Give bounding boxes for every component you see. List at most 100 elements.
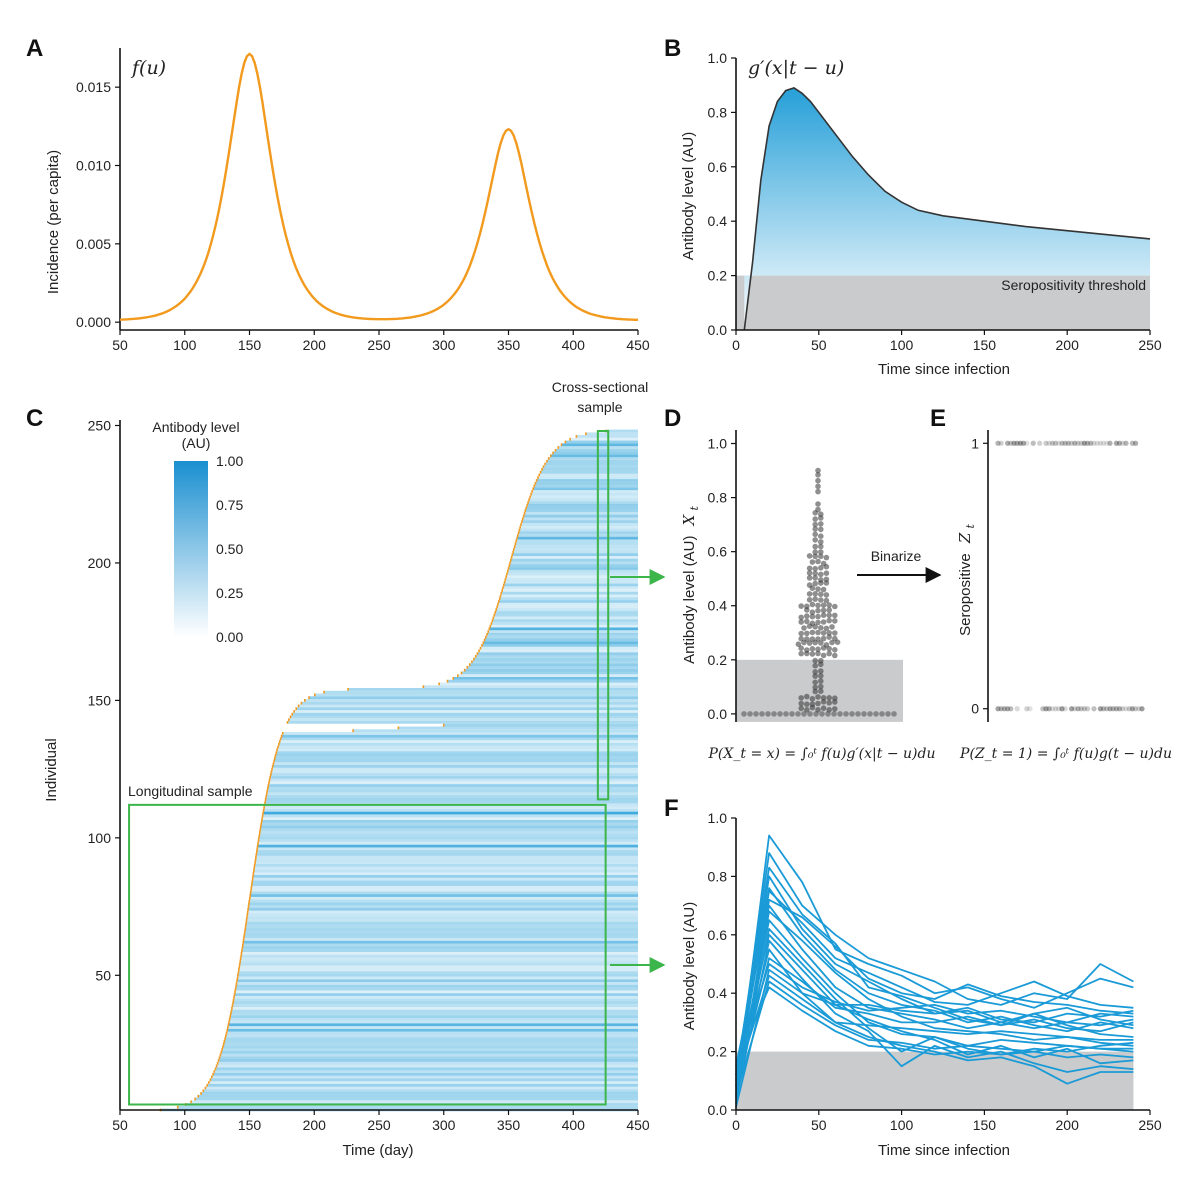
antibody-dot — [806, 597, 813, 603]
onset-mark — [474, 655, 477, 658]
heatmap-row — [314, 693, 638, 697]
heatmap-row — [267, 789, 638, 793]
onset-mark — [236, 976, 239, 980]
panel-letter-f: F — [664, 795, 679, 822]
seropositivity-dot — [1011, 440, 1017, 446]
antibody-dot — [815, 506, 821, 513]
onset-mark — [452, 677, 455, 680]
heatmap-row — [535, 481, 638, 485]
seropositivity-dot — [1062, 706, 1068, 712]
seropositivity-dot — [1097, 706, 1103, 712]
heatmap-row — [494, 613, 638, 617]
x-tick-label: 100 — [890, 1117, 914, 1133]
onset-mark — [242, 938, 245, 941]
antibody-dot — [823, 597, 830, 604]
onset-mark — [259, 825, 262, 829]
antibody-dot — [815, 707, 821, 713]
antibody-dot — [873, 711, 879, 717]
colorbar-tick-label: 0.75 — [216, 497, 243, 513]
heatmap-row — [517, 534, 638, 537]
seropositivity-dot — [1081, 706, 1087, 712]
heatmap-row — [270, 776, 638, 779]
onset-mark — [442, 723, 445, 727]
heatmap-row — [540, 470, 638, 474]
x-tick-label: 250 — [1138, 337, 1162, 353]
seropositivity-dot — [998, 440, 1004, 446]
heatmap-row — [504, 580, 638, 584]
panel-f-x-axis-label: Time since infection — [878, 1142, 1010, 1159]
antibody-series-line — [735, 904, 1134, 1067]
heatmap-row — [177, 1105, 638, 1109]
panel-letter-c: C — [26, 405, 43, 432]
onset-mark — [237, 971, 240, 974]
onset-mark — [520, 523, 522, 526]
onset-mark — [233, 993, 236, 996]
y-tick-label: 0.0 — [708, 322, 728, 338]
heatmap-row — [510, 561, 638, 565]
onset-mark — [516, 536, 518, 540]
x-tick-label: 400 — [562, 337, 586, 353]
seropositivity-dot — [1005, 440, 1011, 446]
heatmap-row — [233, 1001, 638, 1005]
onset-mark — [233, 995, 235, 999]
antibody-dot — [812, 565, 818, 572]
seropositivity-dot — [1008, 440, 1014, 446]
heatmap-row — [273, 762, 638, 766]
onset-mark — [235, 984, 237, 988]
onset-mark — [438, 682, 440, 686]
onset-mark — [248, 902, 250, 906]
antibody-dot — [818, 688, 824, 694]
heatmap-row — [491, 622, 638, 625]
antibody-dot — [823, 625, 830, 632]
heatmap-row — [235, 987, 638, 991]
antibody-dot — [820, 705, 827, 711]
antibody-dot — [809, 629, 816, 636]
heatmap-row — [255, 861, 638, 864]
onset-mark — [293, 710, 295, 713]
y-tick-label: 0 — [971, 701, 979, 717]
heatmap-row — [493, 616, 638, 620]
heatmap-row — [473, 657, 638, 661]
onset-mark — [521, 520, 523, 524]
onset-mark — [487, 630, 489, 634]
antibody-dot — [826, 700, 832, 706]
antibody-dot — [826, 707, 832, 713]
antibody-series-line — [735, 963, 1134, 1070]
antibody-dot — [867, 711, 873, 717]
antibody-dot — [798, 695, 804, 701]
onset-mark — [249, 894, 251, 897]
onset-mark — [246, 913, 249, 917]
heatmap-row — [467, 666, 638, 669]
onset-mark — [485, 635, 487, 639]
heatmap-row — [231, 1009, 638, 1013]
antibody-dot — [832, 695, 838, 701]
x-tick-label: 100 — [173, 337, 197, 353]
onset-mark — [260, 822, 262, 826]
heatmap-row — [269, 778, 638, 782]
onset-mark — [499, 594, 502, 598]
seropositivity-dot — [1104, 706, 1110, 712]
antibody-dot — [820, 652, 827, 659]
antibody-dot — [826, 695, 832, 701]
panel-a-function-label: f(u) — [130, 57, 166, 79]
heatmap-row — [240, 960, 638, 963]
onset-mark — [253, 869, 255, 873]
heatmap-row — [519, 528, 638, 532]
heatmap-row — [230, 1015, 638, 1018]
heatmap-row — [543, 465, 638, 469]
panel-e-y-axis-var: Z — [956, 532, 974, 544]
heatmap-row — [497, 605, 638, 609]
onset-mark — [483, 638, 486, 642]
antibody-series-line — [735, 974, 1134, 1082]
seropositivity-dot — [1136, 706, 1142, 712]
antibody-dot — [795, 711, 801, 717]
onset-mark — [275, 751, 278, 755]
onset-mark — [237, 973, 239, 977]
antibody-dot — [798, 630, 804, 637]
onset-mark — [314, 693, 316, 697]
panel-letter-d: D — [664, 405, 681, 432]
heatmap-row — [296, 707, 638, 711]
y-tick-label: 1.0 — [708, 810, 728, 826]
antibody-dot — [806, 565, 813, 572]
antibody-dot — [823, 570, 830, 576]
